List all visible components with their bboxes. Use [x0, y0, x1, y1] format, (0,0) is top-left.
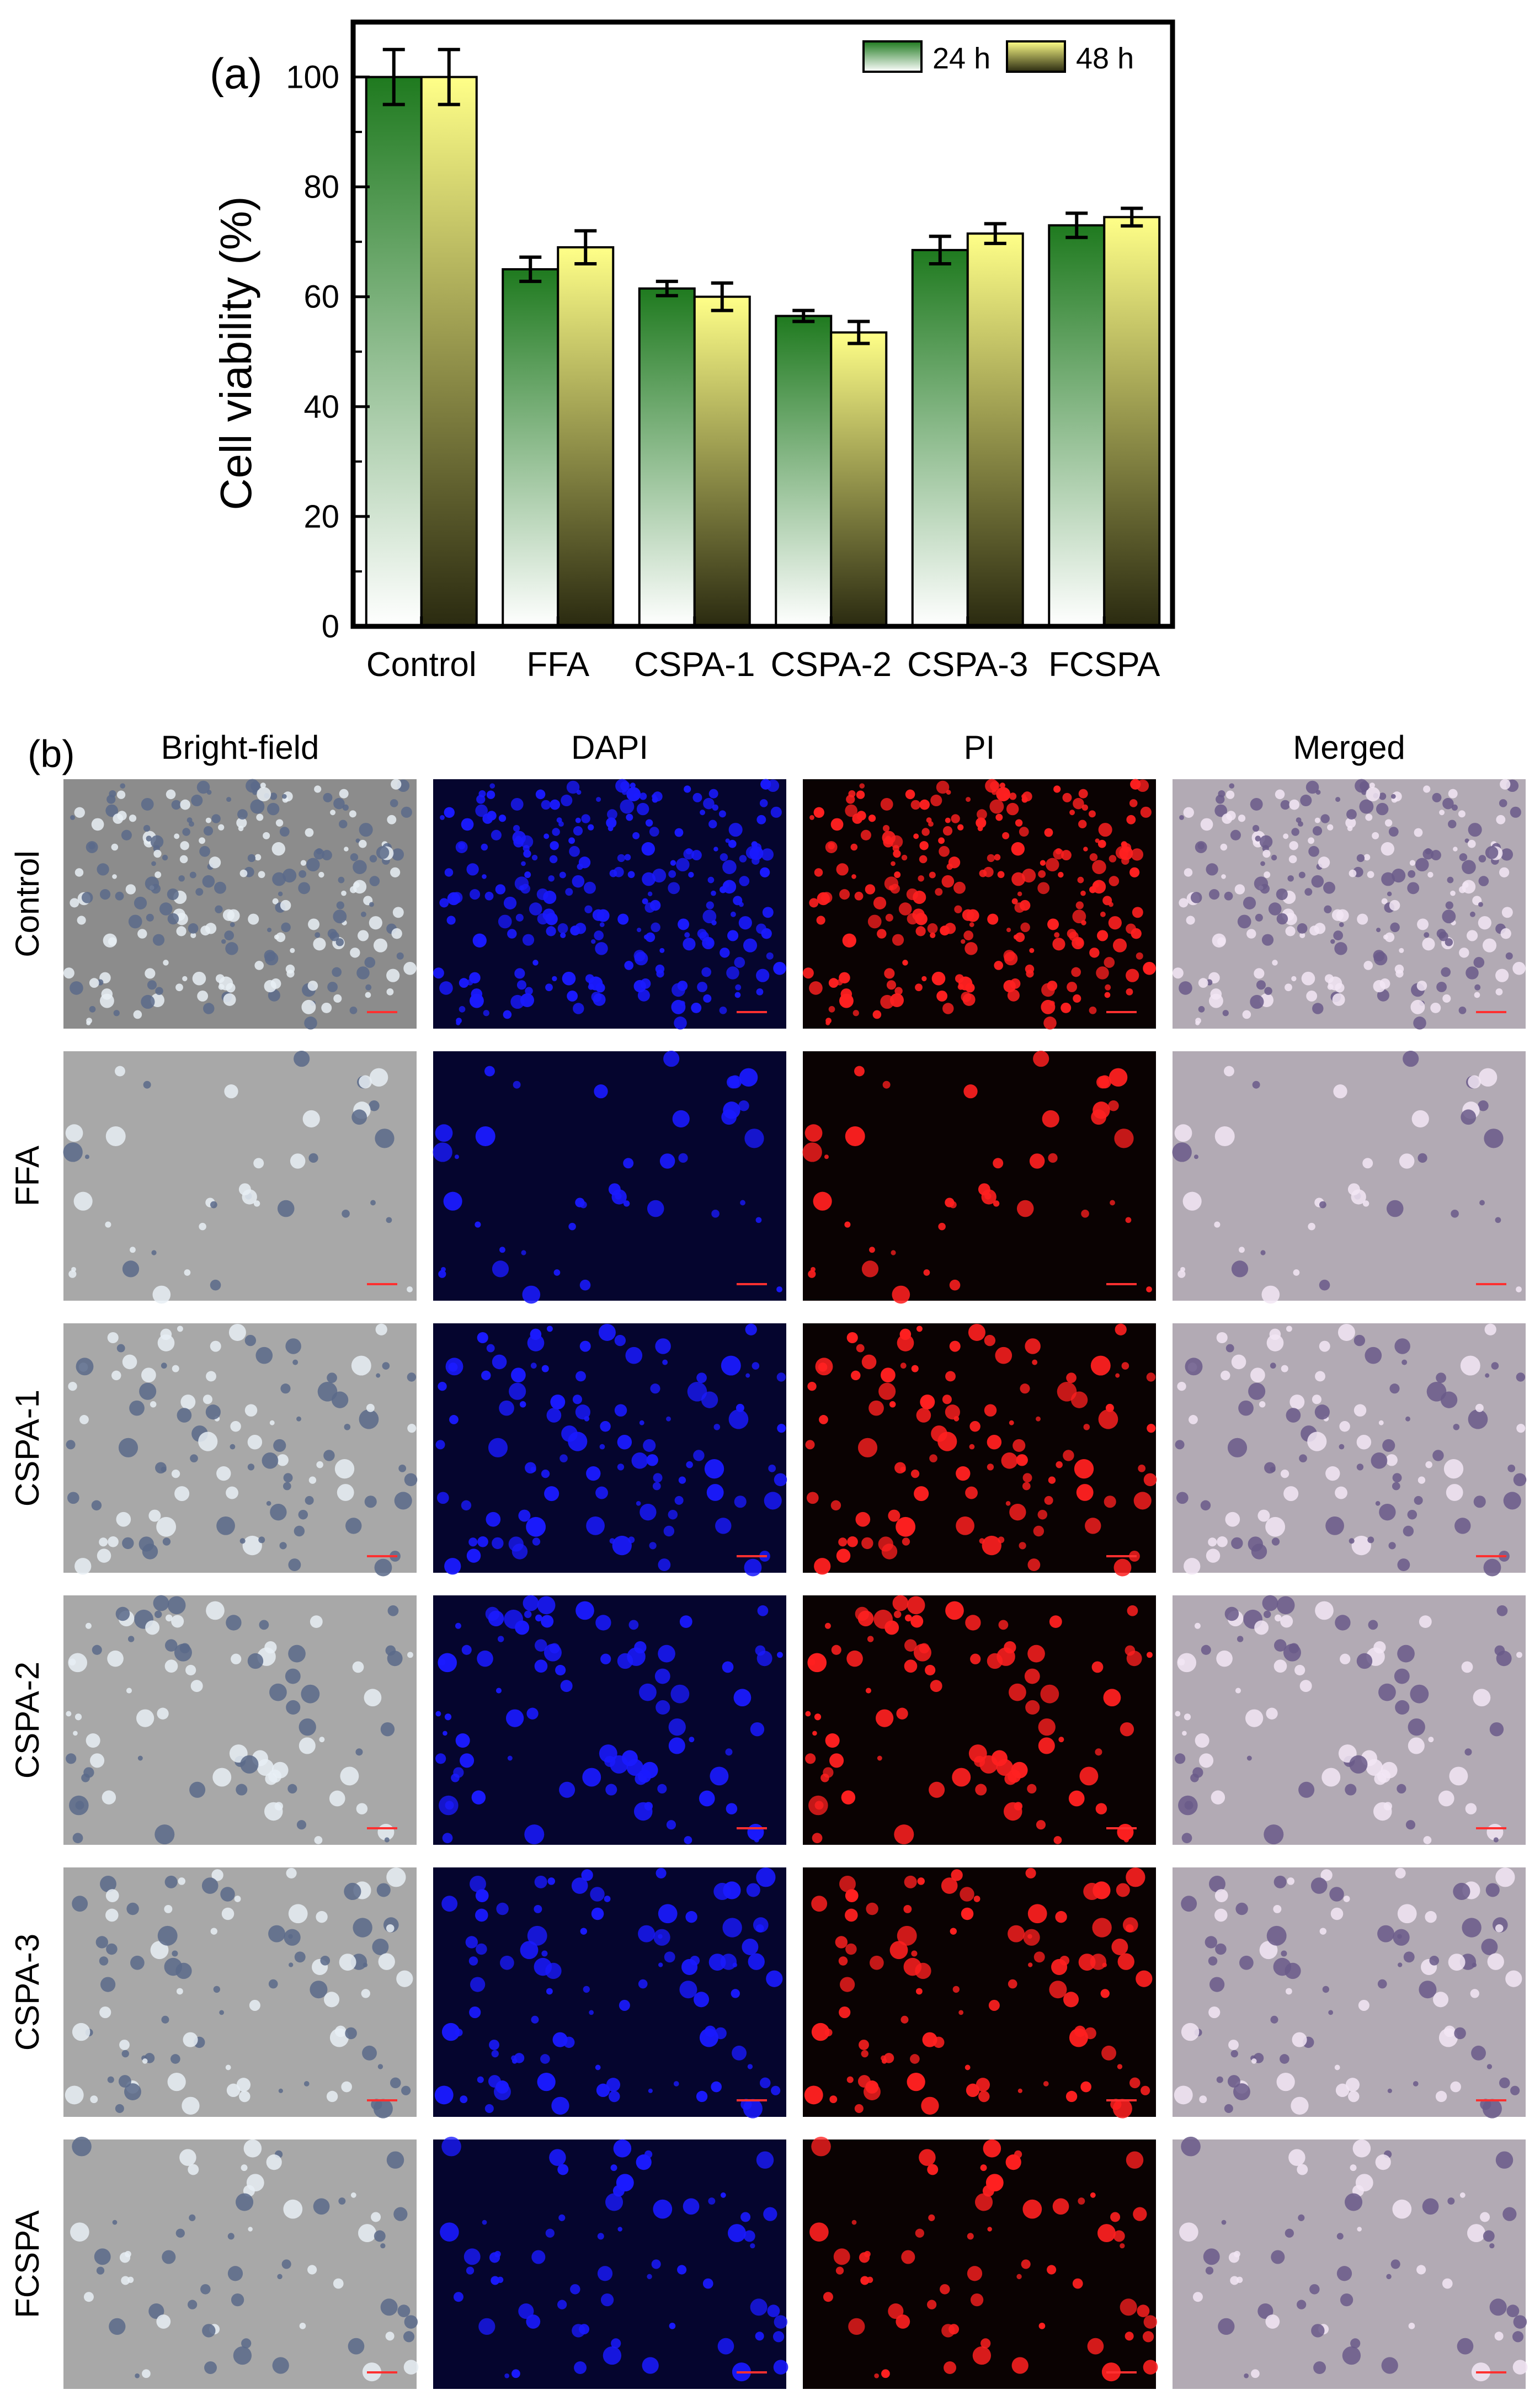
error-bar: [656, 279, 678, 297]
micrograph-panel: (b) Bright-field DAPI PI Merged Control FFA CS…: [9, 729, 1528, 2389]
micrograph-pi-fcspa: [803, 2136, 1158, 2389]
x-tick-label: CSPA-3: [907, 646, 1028, 684]
bar-48h-fcspa: [1103, 216, 1161, 627]
bar-24h-ffa: [502, 268, 559, 628]
error-bar: [792, 308, 815, 323]
y-tick-label: 0: [322, 609, 339, 645]
micrograph-merged-cspa-2: [1173, 1595, 1526, 1845]
micrograph-merged-control: [1172, 779, 1526, 1030]
error-bar: [1065, 211, 1088, 240]
micrograph-dapi-cspa-2: [433, 1595, 786, 1845]
micrograph-pi-cspa-3: [803, 1867, 1156, 2119]
bar-48h-cspa-3: [966, 232, 1024, 627]
row-label: CSPA-1: [9, 1390, 46, 1507]
bar-24h-cspa-3: [911, 249, 969, 627]
y-tick-label: 100: [286, 60, 339, 95]
error-bar: [382, 47, 405, 107]
legend-swatch-24h: [862, 40, 923, 73]
column-header: Bright-field: [161, 729, 319, 766]
plot-frame: [350, 19, 1175, 629]
micrograph-dapi-control: [433, 779, 786, 1030]
bar-24h-cspa-1: [638, 287, 696, 627]
x-tick-label: Control: [366, 646, 477, 684]
bar-24h-fcspa: [1048, 224, 1106, 627]
column-header: DAPI: [571, 729, 648, 766]
panel-label-a: (a): [210, 49, 262, 98]
bar-chart: (a) Cell viability (%) Control FFA CSPA-1 C…: [210, 19, 1175, 684]
bar-48h-control: [420, 76, 478, 627]
micrograph-merged-fcspa: [1173, 2136, 1528, 2389]
y-axis-label: Cell viability (%): [211, 196, 260, 510]
x-tick-label: CSPA-2: [771, 646, 892, 684]
error-bar: [848, 320, 870, 345]
x-tick-label: CSPA-1: [634, 646, 755, 684]
legend-label-48h: 48 h: [1076, 42, 1134, 75]
micrograph-bright-field-control: [63, 779, 417, 1030]
legend-label-24h: 24 h: [932, 42, 990, 75]
x-tick-label: FCSPA: [1048, 646, 1160, 684]
bar-48h-cspa-2: [830, 331, 888, 627]
row-label: FCSPA: [9, 2210, 46, 2318]
error-bar: [1121, 206, 1143, 228]
error-bar: [519, 256, 542, 283]
bar-24h-control: [365, 76, 423, 627]
micrograph-bright-field-cspa-1: [63, 1323, 418, 1577]
micrograph-dapi-cspa-1: [433, 1323, 787, 1577]
micrograph-bright-field-ffa: [63, 1051, 417, 1304]
error-bar: [984, 222, 1006, 246]
micrograph-bright-field-fcspa: [63, 2136, 419, 2389]
micrograph-bright-field-cspa-2: [63, 1595, 417, 1845]
micrograph-dapi-fcspa: [433, 2136, 788, 2389]
y-tick-label: 20: [303, 499, 339, 535]
micrograph-pi-cspa-2: [803, 1595, 1156, 1845]
micrograph-pi-cspa-1: [803, 1323, 1157, 1577]
micrograph-merged-cspa-1: [1173, 1323, 1527, 1577]
row-label: CSPA-3: [9, 1934, 46, 2051]
panel-label-b: (b): [28, 732, 75, 775]
error-bar: [711, 281, 733, 312]
micrograph-merged-cspa-3: [1173, 1867, 1526, 2119]
bar-48h-cspa-1: [693, 295, 751, 627]
error-bar: [438, 47, 460, 107]
bar-48h-ffa: [557, 246, 615, 627]
y-tick-label: 40: [303, 389, 339, 425]
micrograph-dapi-cspa-3: [433, 1867, 786, 2119]
error-bar: [929, 235, 951, 265]
micrograph-merged-ffa: [1172, 1051, 1526, 1304]
micrograph-pi-ffa: [802, 1051, 1156, 1304]
x-tick-label: FFA: [526, 646, 589, 684]
row-label: Control: [9, 850, 46, 957]
column-header: PI: [964, 729, 995, 766]
error-bar: [574, 229, 597, 265]
micrograph-pi-control: [802, 779, 1156, 1030]
micrograph-dapi-ffa: [433, 1051, 786, 1304]
chart-legend: 24 h 48 h: [862, 40, 1134, 75]
micrograph-bright-field-cspa-3: [63, 1867, 417, 2119]
legend-swatch-48h: [1006, 40, 1066, 73]
y-tick-label: 80: [303, 169, 339, 205]
y-tick-label: 60: [303, 279, 339, 315]
row-label: FFA: [9, 1146, 46, 1206]
bar-24h-cspa-2: [775, 315, 833, 627]
row-label: CSPA-2: [9, 1662, 46, 1779]
column-header: Merged: [1293, 729, 1405, 766]
